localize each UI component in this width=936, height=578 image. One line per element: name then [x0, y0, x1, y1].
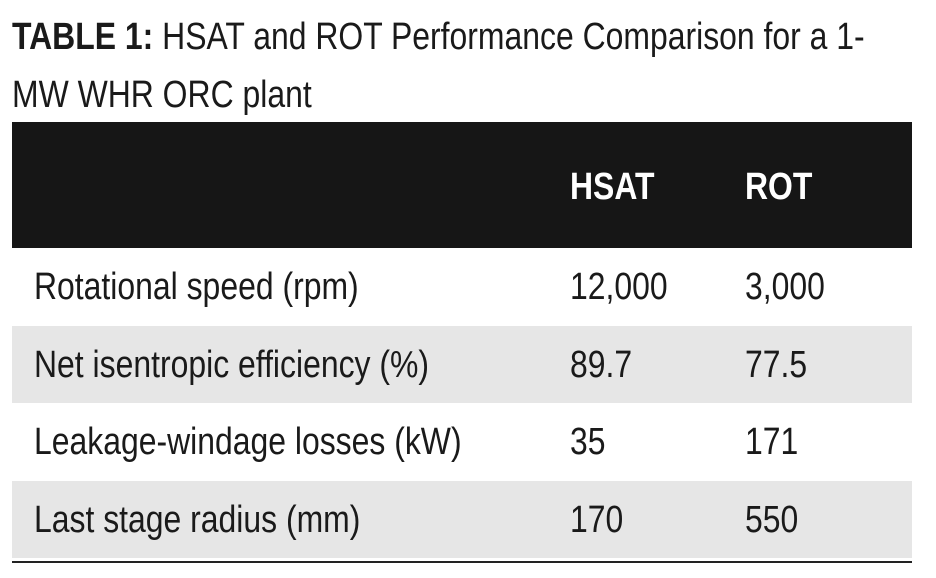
cell-value: 89.7: [570, 343, 633, 386]
row-label: Net isentropic efficiency (%): [34, 343, 430, 386]
cell-value: 3,000: [745, 266, 825, 308]
title-text: HSAT and ROT Performance Comparison for …: [12, 16, 865, 116]
cell-value: 77.5: [745, 343, 808, 386]
row-label: Leakage-windage losses (kW): [34, 421, 462, 463]
table-title: TABLE 1: HSAT and ROT Performance Compar…: [12, 8, 894, 124]
column-header: HSAT: [570, 166, 655, 208]
cell-value: 12,000: [570, 266, 668, 308]
row-label: Rotational speed (rpm): [34, 266, 359, 308]
cell-value: 550: [745, 498, 799, 541]
bottom-rule: [12, 561, 912, 563]
column-header: ROT: [745, 166, 813, 208]
row-label: Last stage radius (mm): [34, 498, 361, 541]
cell-value: 171: [745, 421, 799, 463]
table-label: TABLE 1:: [12, 16, 154, 58]
cell-value: 170: [570, 498, 624, 541]
table-header: [12, 122, 912, 248]
cell-value: 35: [570, 421, 606, 463]
table-row: [12, 480, 912, 558]
table-row: [12, 325, 912, 403]
